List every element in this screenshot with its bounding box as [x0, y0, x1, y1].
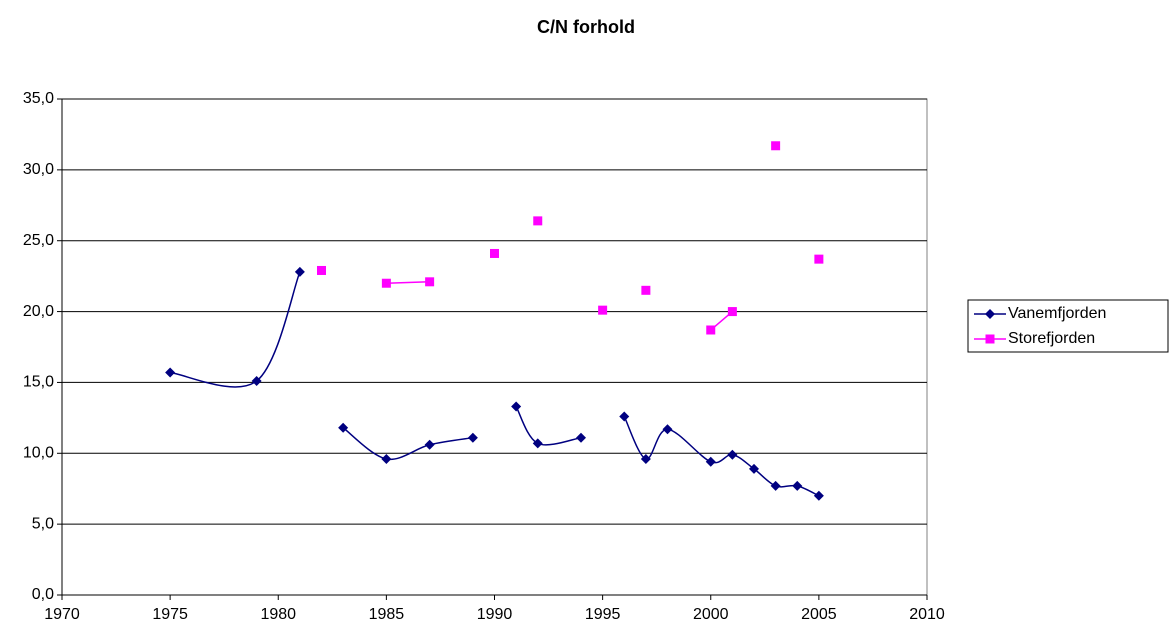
- marker: [640, 453, 651, 464]
- marker: [338, 422, 349, 433]
- marker: [813, 490, 824, 501]
- x-tick-label: 2005: [801, 606, 837, 623]
- marker: [511, 401, 522, 412]
- y-tick-label: 0,0: [32, 586, 54, 603]
- x-tick-label: 2010: [909, 606, 945, 623]
- marker: [727, 307, 737, 317]
- x-tick-label: 2000: [693, 606, 729, 623]
- legend-box: [967, 299, 1169, 353]
- legend-label: Vanemfjorden: [1008, 305, 1106, 322]
- marker: [490, 248, 499, 258]
- marker: [770, 480, 781, 491]
- marker: [706, 325, 716, 335]
- marker: [598, 305, 608, 315]
- marker: [424, 439, 435, 450]
- chart-title: C/N forhold: [537, 17, 635, 37]
- marker: [381, 278, 391, 288]
- marker: [251, 376, 262, 387]
- marker: [705, 456, 716, 467]
- marker: [727, 449, 738, 460]
- y-tick-label: 35,0: [23, 90, 54, 107]
- marker: [662, 424, 673, 435]
- marker: [749, 463, 759, 474]
- marker: [532, 438, 543, 449]
- x-tick-label: 1970: [44, 606, 80, 623]
- legend-label: Storefjorden: [1008, 330, 1095, 347]
- y-tick-label: 25,0: [23, 232, 54, 249]
- marker: [771, 141, 781, 151]
- marker: [619, 411, 630, 422]
- marker: [641, 285, 651, 295]
- marker: [814, 254, 824, 264]
- y-tick-label: 20,0: [23, 303, 54, 320]
- marker: [985, 309, 995, 319]
- marker: [533, 216, 543, 226]
- x-tick-label: 1995: [585, 606, 621, 623]
- plot-area: [61, 98, 928, 596]
- marker: [294, 266, 305, 277]
- y-tick-label: 5,0: [32, 515, 54, 532]
- y-tick-label: 10,0: [23, 445, 54, 462]
- marker: [792, 480, 803, 491]
- marker: [467, 432, 478, 443]
- y-tick-label: 15,0: [23, 374, 54, 391]
- marker: [576, 432, 586, 443]
- marker: [425, 277, 435, 287]
- x-tick-label: 1985: [369, 606, 405, 623]
- marker: [317, 265, 326, 275]
- x-tick-label: 1975: [152, 606, 188, 623]
- marker: [381, 453, 392, 464]
- marker: [985, 334, 995, 344]
- x-tick-label: 1980: [260, 606, 296, 623]
- y-tick-label: 30,0: [23, 161, 54, 178]
- marker: [165, 367, 176, 378]
- x-tick-label: 1990: [477, 606, 513, 623]
